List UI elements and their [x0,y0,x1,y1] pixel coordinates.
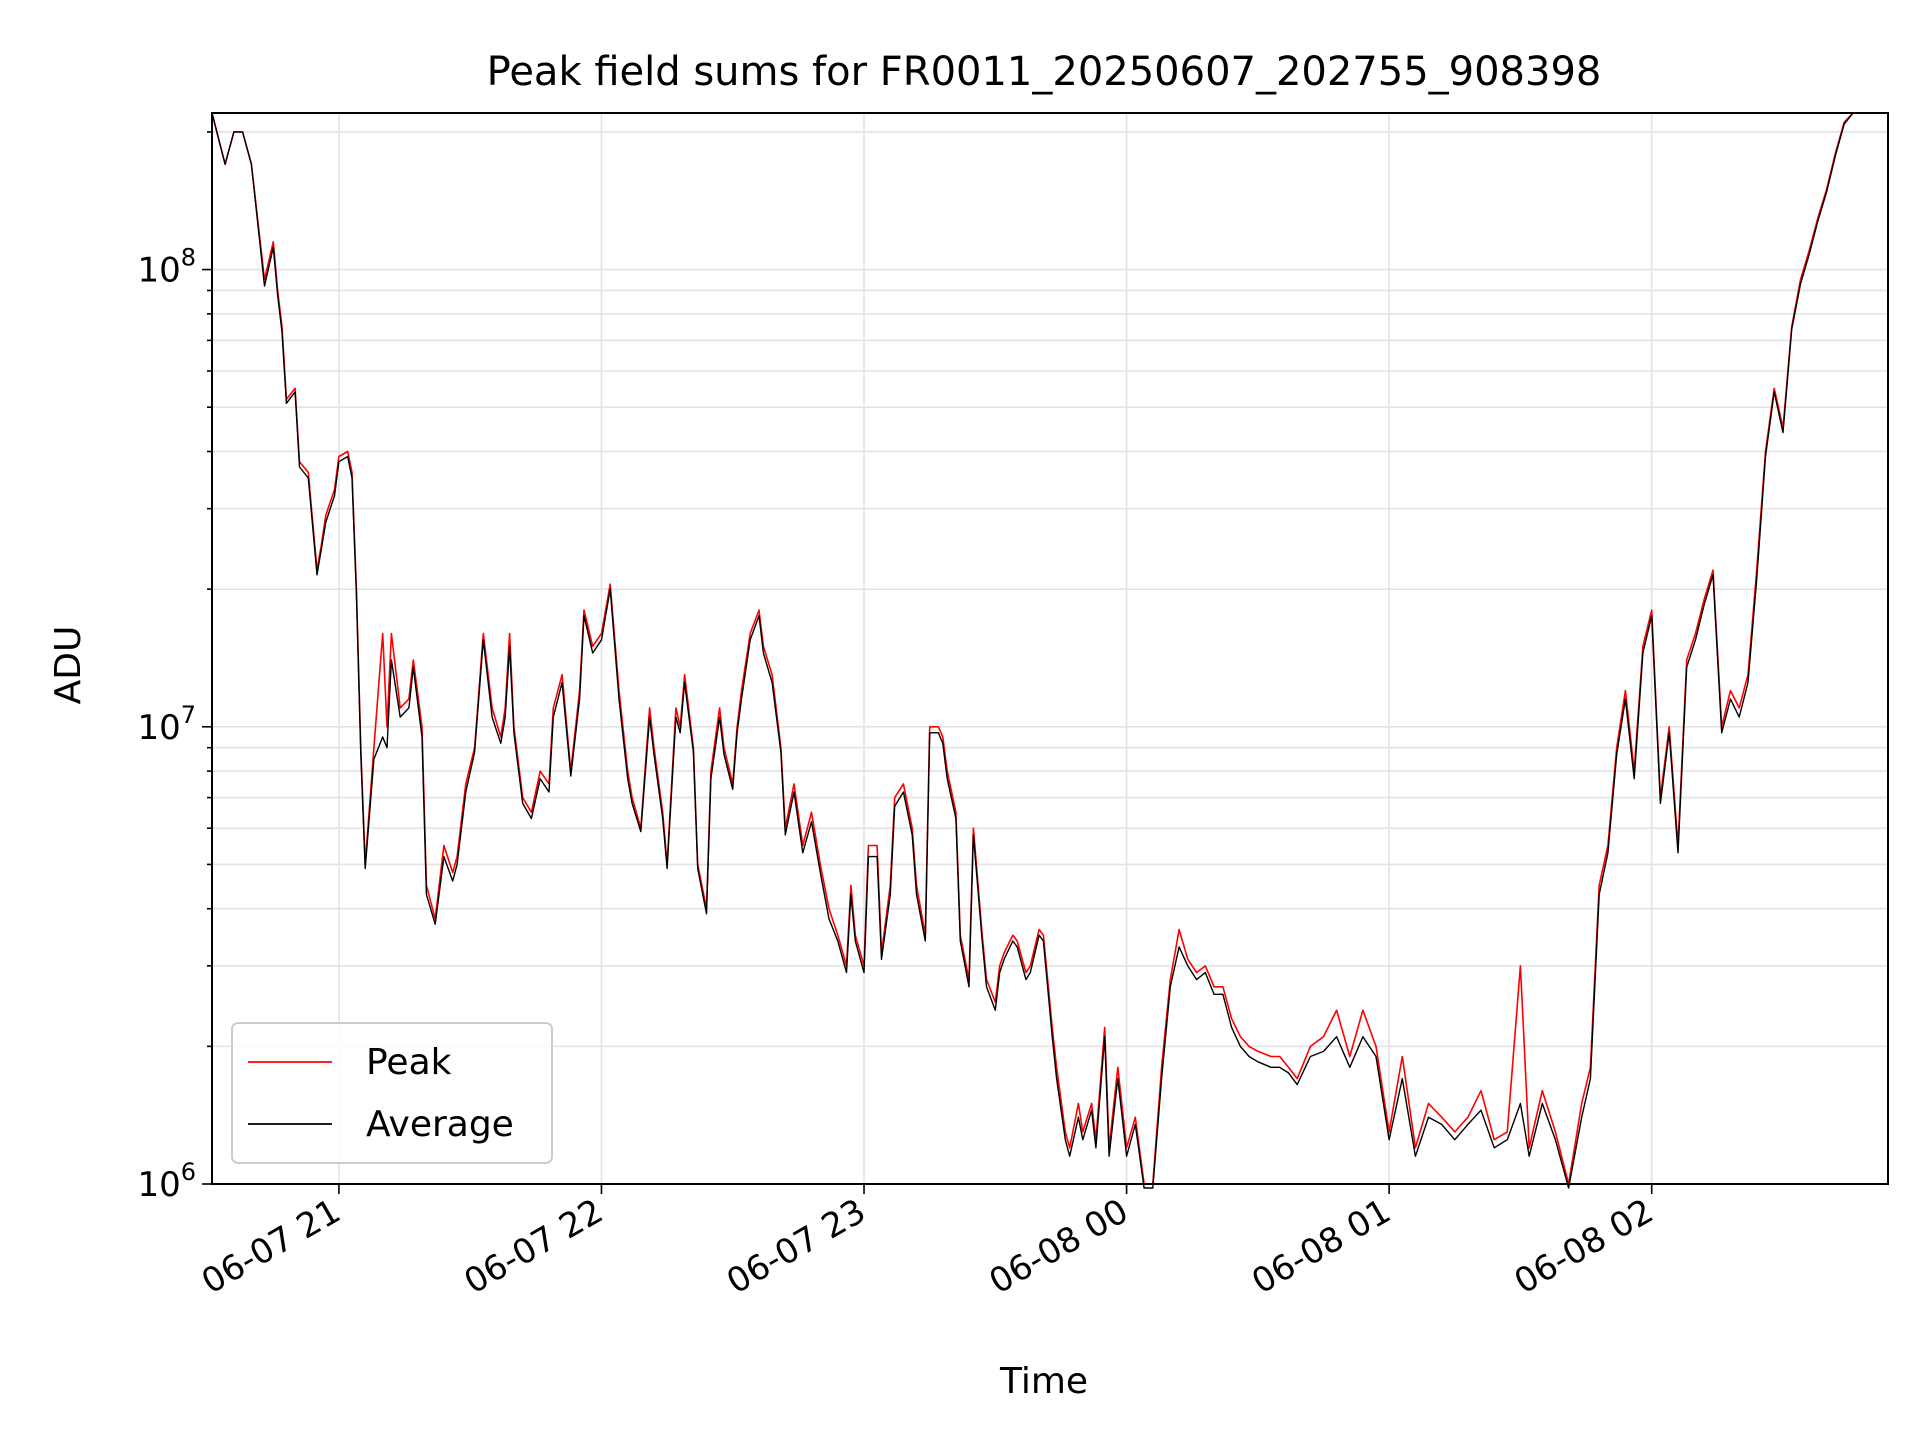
y-axis-label: ADU [48,626,89,705]
x-tick-label: 06-07 23 [720,1191,872,1302]
x-tick-label: 06-08 00 [983,1191,1135,1302]
series-line-average [211,112,1854,1189]
plot-frame [211,112,1889,1185]
grid [212,113,1888,1185]
legend-box [231,1022,553,1164]
y-axis: 106 107 108 [137,131,212,1205]
x-tick-label: 06-08 02 [1508,1191,1660,1302]
x-axis-label: Time [999,1361,1088,1402]
x-axis: 06-07 21 06-07 22 06-07 23 06-08 00 06-08 01… [195,1184,1660,1302]
legend-label-peak: Peak [366,1042,452,1083]
legend: Peak Average [231,1022,553,1164]
y-tick-label: 108 [137,244,196,291]
x-tick-label: 06-07 22 [458,1191,610,1302]
series-line-peak [211,112,1854,1185]
chart-title: Peak field sums for FR0011_20250607_2027… [487,49,1602,95]
y-tick-label: 106 [137,1158,196,1205]
legend-label-average: Average [366,1104,514,1145]
series-lines [211,112,1854,1189]
y-tick-label: 107 [137,701,196,748]
x-tick-label: 06-07 21 [195,1191,347,1302]
x-tick-label: 06-08 01 [1245,1191,1397,1302]
